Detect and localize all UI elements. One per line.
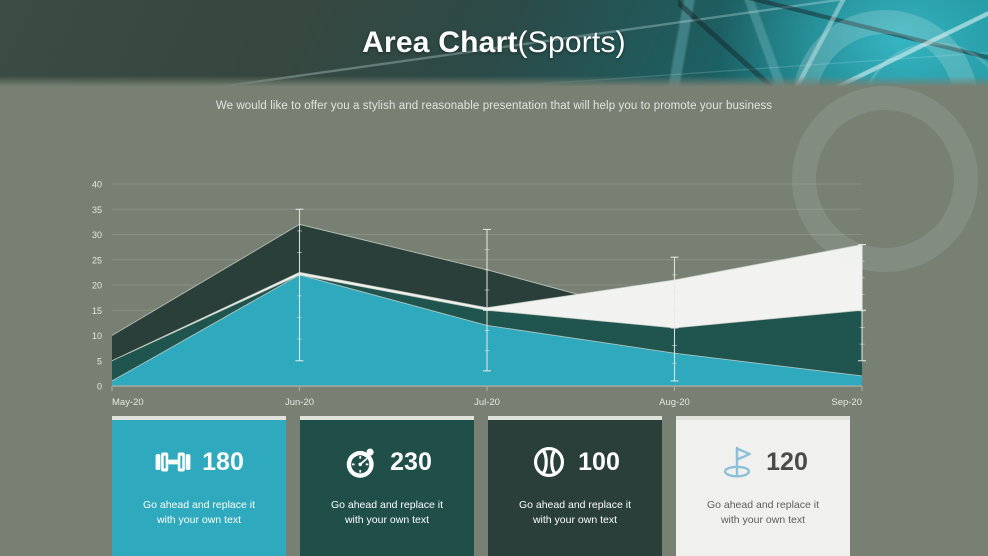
stat-card-dumbbell[interactable]: 180 Go ahead and replace it with your ow… [112,416,286,556]
error-bar [295,208,304,362]
stat-card-value: 180 [202,447,244,476]
y-axis-tick-label: 5 [97,356,102,366]
stat-card-desc-line2: with your own text [344,514,430,527]
stat-card-desc-line1: Go ahead and replace it [706,499,820,511]
stat-card-desc-line2: with your own text [156,514,242,527]
stat-card-desc-line2: with your own text [720,514,806,527]
y-axis-tick-label: 30 [92,230,102,240]
page-subtitle: We would like to offer you a stylish and… [215,100,773,112]
banner-fade [0,76,988,86]
stopwatch-icon [346,448,374,478]
stat-card-baseball[interactable]: 100 Go ahead and replace it with your ow… [488,416,662,556]
header-banner [0,0,988,86]
x-axis-tick-label: Jul-20 [474,397,500,408]
y-axis-tick-label: 20 [92,281,102,291]
stat-card-golf[interactable]: 120 Go ahead and replace it with your ow… [676,416,850,556]
stat-card-header: 100 [530,434,620,490]
stat-card-description: Go ahead and replace it with your own te… [331,498,443,528]
y-axis-tick-label: 10 [92,331,102,341]
error-bar [670,256,679,382]
y-axis-tick-label: 0 [97,382,102,392]
stat-card-value: 230 [390,447,432,476]
y-axis-tick-label: 40 [92,180,102,190]
x-axis-tick-label: Jun-20 [285,397,314,408]
stat-card-value: 100 [578,447,620,476]
stat-card-desc-line2: with your own text [532,514,618,527]
golf-flag-icon [724,446,751,478]
area-chart: 0 5 10 15 20 25 30 35 40 May-20 Jun-20 Jul-20 Aug-20… [0,170,988,415]
y-axis-tick-label: 35 [92,205,102,215]
stat-card-header: 180 [154,434,244,490]
stat-card-value: 120 [766,447,808,476]
x-axis-tick-label: Sep-20 [831,397,862,408]
stat-card-description: Go ahead and replace it with your own te… [143,498,255,528]
stat-card-description: Go ahead and replace it with your own te… [519,498,631,528]
stat-cards: 180 Go ahead and replace it with your ow… [112,416,872,556]
x-axis-tick-label: Aug-20 [659,397,690,408]
stat-card-desc-line1: Go ahead and replace it [330,499,444,511]
page-title-light: (Sports) [517,26,626,59]
stat-card-description: Go ahead and replace it with your own te… [707,498,819,528]
baseball-icon [534,446,565,478]
stat-card-desc-line1: Go ahead and replace it [518,499,632,511]
x-axis-tick-label: May-20 [112,397,144,408]
stat-card-desc-line1: Go ahead and replace it [142,499,256,511]
dumbbell-icon [155,452,191,472]
area-chart-svg: 0 5 10 15 20 25 30 35 40 May-20 Jun-20 Jul-20 Aug-20… [92,180,866,408]
page-title-bold: Area Chart [362,26,518,59]
error-bar [483,228,491,372]
stat-card-stopwatch[interactable]: 230 Go ahead and replace it with your ow… [300,416,474,556]
stat-card-header: 120 [718,434,808,490]
page-title: Area Chart (Sports) [0,0,988,86]
y-axis-tick-label: 15 [92,306,102,316]
ring-decor-overlay [792,86,978,272]
stat-card-header: 230 [342,434,432,490]
y-axis-tick-label: 25 [92,255,102,265]
